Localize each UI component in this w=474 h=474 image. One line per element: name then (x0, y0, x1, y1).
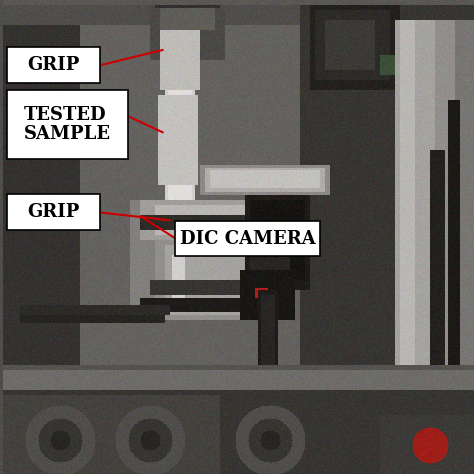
Text: TESTED
SAMPLE: TESTED SAMPLE (24, 106, 111, 143)
FancyBboxPatch shape (7, 90, 128, 159)
FancyBboxPatch shape (7, 47, 100, 83)
Text: DIC CAMERA: DIC CAMERA (180, 230, 316, 247)
Text: GRIP: GRIP (27, 56, 80, 74)
FancyBboxPatch shape (175, 221, 320, 256)
Text: GRIP: GRIP (27, 203, 80, 221)
FancyBboxPatch shape (7, 194, 100, 230)
